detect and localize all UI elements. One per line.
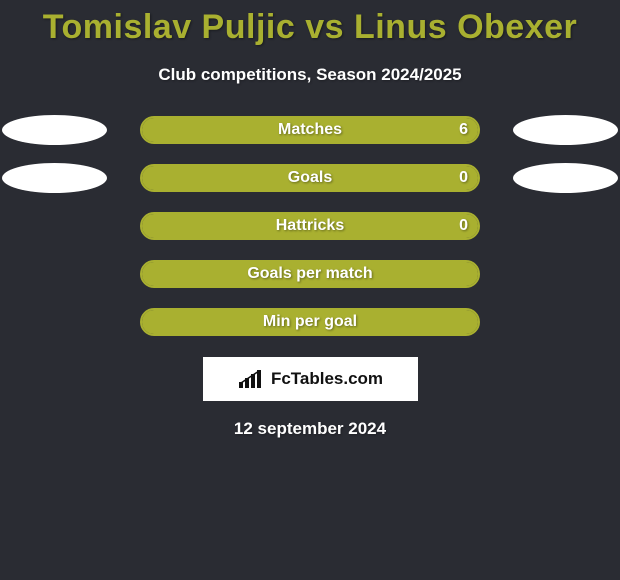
stats-list: Matches6Goals0Hattricks0Goals per matchM…	[0, 115, 620, 337]
right-spacer	[513, 307, 618, 337]
stat-bar: Min per goal	[140, 308, 480, 336]
stat-bar: Matches6	[140, 116, 480, 144]
comparison-subtitle: Club competitions, Season 2024/2025	[0, 65, 620, 85]
stat-row: Goals per match	[0, 259, 620, 289]
bars-icon	[237, 368, 265, 390]
left-player-marker	[2, 163, 107, 193]
left-spacer	[2, 307, 107, 337]
stat-value-right: 6	[459, 116, 468, 144]
right-player-marker	[513, 163, 618, 193]
stat-row: Hattricks0	[0, 211, 620, 241]
stat-label: Goals per match	[140, 260, 480, 288]
stat-bar: Goals per match	[140, 260, 480, 288]
stat-label: Hattricks	[140, 212, 480, 240]
right-spacer	[513, 211, 618, 241]
stat-value-right: 0	[459, 212, 468, 240]
comparison-title: Tomislav Puljic vs Linus Obexer	[0, 0, 620, 47]
stat-label: Goals	[140, 164, 480, 192]
stat-label: Matches	[140, 116, 480, 144]
snapshot-date: 12 september 2024	[0, 419, 620, 439]
stat-bar: Goals0	[140, 164, 480, 192]
stat-label: Min per goal	[140, 308, 480, 336]
left-player-marker	[2, 115, 107, 145]
left-spacer	[2, 259, 107, 289]
stat-row: Matches6	[0, 115, 620, 145]
right-player-marker	[513, 115, 618, 145]
stat-row: Goals0	[0, 163, 620, 193]
stat-row: Min per goal	[0, 307, 620, 337]
right-spacer	[513, 259, 618, 289]
stat-value-right: 0	[459, 164, 468, 192]
fctables-logo[interactable]: FcTables.com	[203, 357, 418, 401]
left-spacer	[2, 211, 107, 241]
logo-text: FcTables.com	[271, 369, 383, 389]
stat-bar: Hattricks0	[140, 212, 480, 240]
